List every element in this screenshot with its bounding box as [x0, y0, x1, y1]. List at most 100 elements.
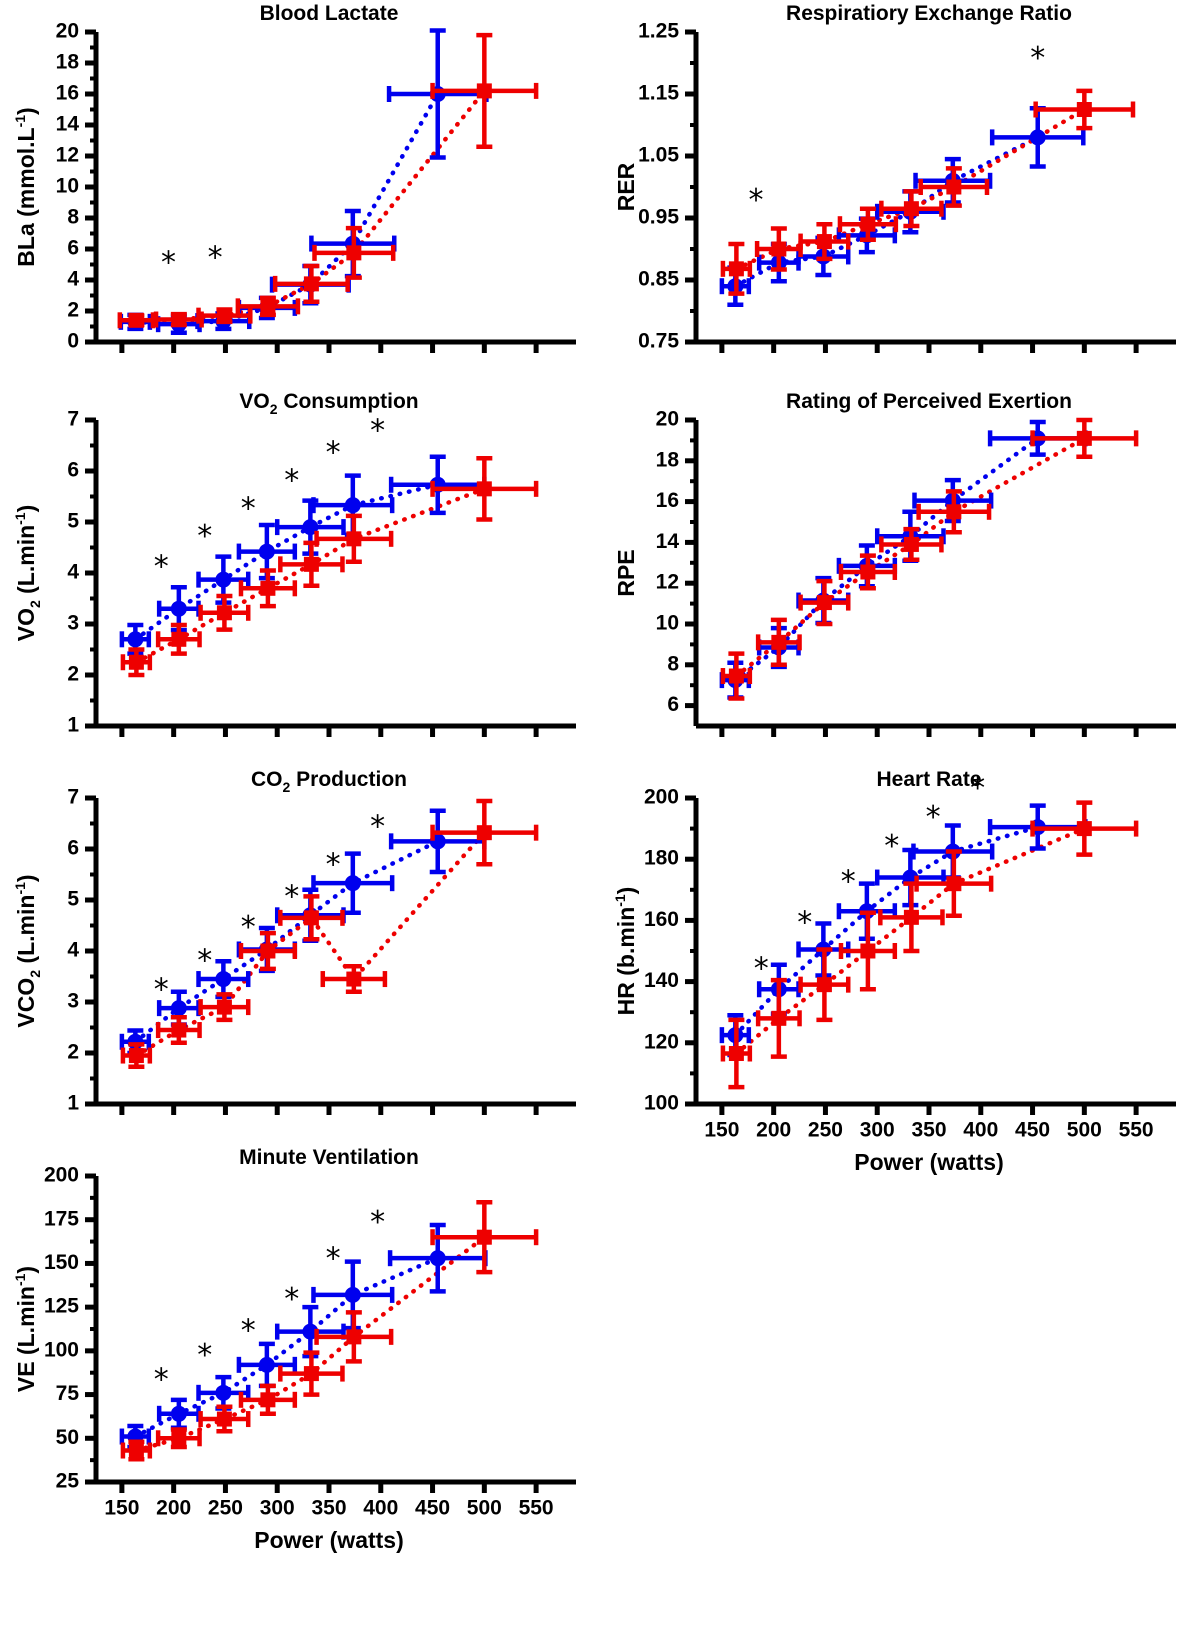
- y-tick-label: 100: [644, 1092, 679, 1115]
- marker-square: [860, 943, 876, 959]
- y-tick-label: 140: [644, 969, 679, 992]
- marker-circle: [1029, 129, 1046, 146]
- marker-square: [171, 1022, 187, 1038]
- y-axis-title: HR (b.min-1): [612, 887, 639, 1016]
- y-tick-label: 16: [56, 82, 79, 105]
- marker-circle: [215, 971, 232, 988]
- data-point-red: [155, 622, 202, 656]
- y-tick-label: 1.05: [638, 144, 679, 167]
- data-point-red: [155, 1015, 202, 1046]
- marker-square: [303, 276, 319, 292]
- y-tick-label: 0.75: [638, 330, 679, 353]
- significance-asterisk: *: [326, 1242, 341, 1277]
- y-tick-label: 100: [44, 1338, 79, 1361]
- data-point-red: [120, 1042, 153, 1070]
- data-point-red: [238, 1383, 298, 1417]
- significance-asterisk: *: [241, 910, 256, 945]
- data-point-red: [278, 894, 345, 942]
- data-point-red: [238, 930, 298, 972]
- x-tick-label: 350: [311, 1496, 346, 1519]
- marker-square: [903, 909, 919, 925]
- data-point-red: [120, 1439, 153, 1462]
- marker-square: [128, 1443, 144, 1459]
- significance-asterisk: *: [154, 550, 169, 585]
- y-tick-label: 0: [67, 330, 79, 353]
- significance-asterisk: *: [284, 463, 299, 498]
- data-point-red: [720, 1017, 753, 1090]
- marker-square: [303, 556, 319, 572]
- data-point-red: [430, 32, 539, 149]
- marker-circle: [215, 571, 232, 588]
- data-point-blue: [386, 28, 489, 160]
- marker-square: [260, 580, 276, 596]
- y-tick-label: 120: [644, 1030, 679, 1053]
- marker-square: [728, 668, 744, 684]
- data-point-red: [838, 553, 898, 591]
- significance-asterisk: *: [197, 943, 212, 978]
- data-point-red: [878, 881, 945, 954]
- marker-square: [346, 531, 362, 547]
- chart-panel-respiratory-exchange-ratio: Respiratiory Exchange Ratio 0.75 0.85 0.95 1…: [600, 0, 1200, 378]
- marker-square: [476, 1229, 492, 1245]
- x-tick-label: 250: [208, 1496, 243, 1519]
- marker-square: [260, 943, 276, 959]
- marker-square: [860, 216, 876, 232]
- x-tick-label: 550: [519, 1496, 554, 1519]
- marker-square: [1076, 102, 1092, 117]
- y-tick-label: 20: [56, 20, 79, 43]
- y-tick-label: 14: [656, 530, 680, 553]
- x-tick-label: 300: [860, 1118, 895, 1141]
- data-point-red: [312, 225, 396, 280]
- data-point-blue: [387, 1222, 488, 1294]
- data-point-red: [838, 910, 898, 992]
- data-point-red: [238, 568, 298, 609]
- marker-square: [946, 876, 962, 892]
- chart-panel-rating-of-perceived-exertion: Rating of Perceived Exertion 6 8 10 12 14 16 18…: [600, 378, 1200, 756]
- data-point-red: [755, 977, 802, 1059]
- chart-title: Rating of Perceived Exertion: [786, 390, 1072, 413]
- data-point-red: [1033, 88, 1136, 131]
- marker-square: [260, 298, 276, 314]
- significance-asterisk: *: [241, 1313, 256, 1348]
- marker-square: [171, 1430, 187, 1446]
- data-point-blue: [119, 622, 152, 656]
- y-tick-label: 2: [67, 299, 79, 322]
- data-point-red: [314, 1310, 394, 1364]
- marker-square: [476, 83, 492, 99]
- data-point-red: [278, 1350, 345, 1397]
- x-tick-label: 150: [704, 1118, 739, 1141]
- y-tick-label: 5: [67, 510, 79, 533]
- y-tick-label: 25: [56, 1470, 80, 1493]
- y-tick-label: 160: [644, 908, 679, 931]
- significance-asterisk: *: [154, 1362, 169, 1397]
- marker-square: [816, 977, 832, 993]
- y-axis-title: VO2 (L.min-1): [12, 505, 43, 642]
- data-point-red: [755, 617, 802, 668]
- significance-asterisk: *: [326, 435, 341, 470]
- chart-title: VO2 Consumption: [239, 390, 418, 417]
- x-tick-label: 350: [911, 1118, 946, 1141]
- y-tick-label: 18: [56, 51, 80, 74]
- y-tick-label: 1: [67, 714, 79, 737]
- y-tick-label: 0.95: [638, 206, 679, 229]
- x-tick-label: 400: [363, 1496, 398, 1519]
- y-tick-label: 150: [44, 1251, 79, 1274]
- chart-title: Blood Lactate: [260, 2, 399, 25]
- y-tick-label: 16: [656, 489, 679, 512]
- marker-square: [476, 825, 492, 841]
- significance-asterisk: *: [197, 1338, 212, 1373]
- y-tick-label: 4: [67, 561, 79, 584]
- y-tick-label: 10: [56, 175, 79, 198]
- data-point-red: [198, 1404, 251, 1434]
- data-point-red: [272, 263, 350, 304]
- chart-panel-co2-production: CO2 Production 1 2 3 4 5 6 7 VCO2 (L.min-1) * * * * *…: [0, 756, 600, 1134]
- y-axis-title: BLa (mmol.L-1): [12, 107, 39, 266]
- y-tick-label: 200: [644, 786, 679, 809]
- marker-square: [128, 1048, 144, 1064]
- marker-circle: [344, 497, 361, 514]
- chart-panel-vo2-consumption: VO2 Consumption 1 2 3 4 5 6 7 VO2 (L.min-1) * * * * *…: [0, 378, 600, 756]
- marker-square: [771, 1010, 787, 1026]
- data-point-red: [430, 798, 539, 867]
- data-point-red: [430, 1199, 539, 1275]
- marker-square: [303, 910, 319, 926]
